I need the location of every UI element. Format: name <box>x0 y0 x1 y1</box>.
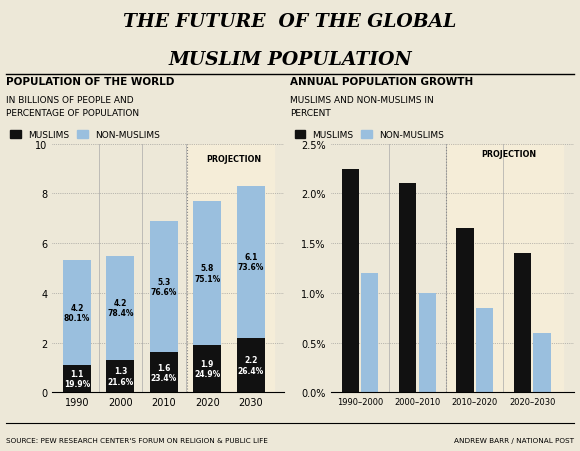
Bar <box>399 184 416 392</box>
Bar <box>106 256 135 360</box>
Bar <box>342 169 359 392</box>
Text: PERCENT: PERCENT <box>290 109 331 118</box>
Text: MUSLIMS AND NON-MUSLIMS IN: MUSLIMS AND NON-MUSLIMS IN <box>290 96 434 105</box>
Bar <box>106 360 135 392</box>
Text: POPULATION OF THE WORLD: POPULATION OF THE WORLD <box>6 77 174 87</box>
Text: 4.2
78.4%: 4.2 78.4% <box>107 299 133 318</box>
Text: PROJECTION: PROJECTION <box>206 154 261 163</box>
Bar <box>446 144 563 392</box>
Bar <box>193 201 222 345</box>
Text: 1.6
23.4%: 1.6 23.4% <box>151 363 177 382</box>
Text: 1.3
21.6%: 1.3 21.6% <box>107 367 133 386</box>
Bar <box>237 186 265 338</box>
Text: MUSLIM POPULATION: MUSLIM POPULATION <box>168 51 412 69</box>
Text: ANNUAL POPULATION GROWTH: ANNUAL POPULATION GROWTH <box>290 77 473 87</box>
Bar <box>361 273 378 392</box>
Text: PROJECTION: PROJECTION <box>481 149 536 158</box>
Text: 2.2
26.4%: 2.2 26.4% <box>238 355 264 375</box>
Bar <box>419 293 436 392</box>
Bar <box>63 365 91 392</box>
Bar <box>476 308 493 392</box>
Text: 1.9
24.9%: 1.9 24.9% <box>194 359 220 378</box>
Bar <box>63 261 91 365</box>
Legend: MUSLIMS, NON-MUSLIMS: MUSLIMS, NON-MUSLIMS <box>10 131 160 140</box>
Text: 5.3
76.6%: 5.3 76.6% <box>151 277 177 297</box>
Text: SOURCE: PEW RESEARCH CENTER'S FORUM ON RELIGION & PUBLIC LIFE: SOURCE: PEW RESEARCH CENTER'S FORUM ON R… <box>6 437 268 443</box>
Bar <box>187 144 274 392</box>
Bar <box>237 338 265 392</box>
Bar <box>533 333 550 392</box>
Text: 1.1
19.9%: 1.1 19.9% <box>64 369 90 388</box>
Text: PERCENTAGE OF POPULATION: PERCENTAGE OF POPULATION <box>6 109 139 118</box>
Text: 5.8
75.1%: 5.8 75.1% <box>194 264 220 283</box>
Text: 6.1
73.6%: 6.1 73.6% <box>238 253 264 272</box>
Text: IN BILLIONS OF PEOPLE AND: IN BILLIONS OF PEOPLE AND <box>6 96 133 105</box>
Legend: MUSLIMS, NON-MUSLIMS: MUSLIMS, NON-MUSLIMS <box>295 131 444 140</box>
Bar <box>193 345 222 392</box>
Text: THE FUTURE  OF THE GLOBAL: THE FUTURE OF THE GLOBAL <box>124 13 456 31</box>
Bar <box>456 229 474 392</box>
Bar <box>150 353 178 392</box>
Text: ANDREW BARR / NATIONAL POST: ANDREW BARR / NATIONAL POST <box>454 437 574 443</box>
Text: 4.2
80.1%: 4.2 80.1% <box>64 304 90 322</box>
Bar <box>514 253 531 392</box>
Bar <box>150 221 178 353</box>
